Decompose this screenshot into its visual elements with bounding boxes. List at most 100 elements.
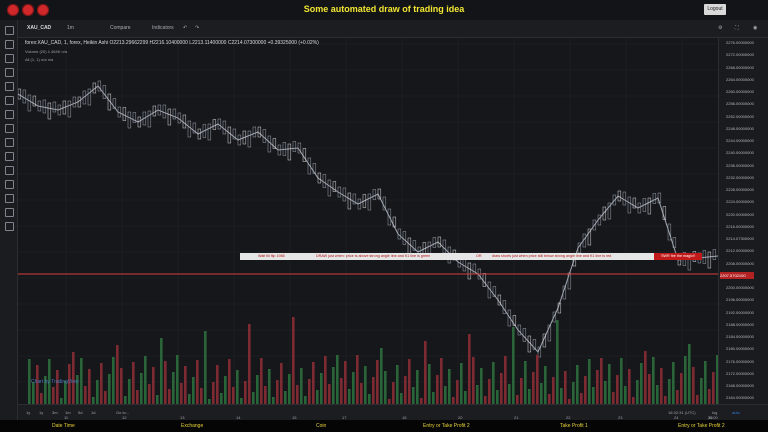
volume-bar <box>172 372 175 405</box>
main-legend: forex:XAU_CAD, 1, forex, Heikin Ashi O22… <box>25 40 319 46</box>
volume-bar <box>108 374 111 405</box>
candle <box>672 237 677 248</box>
volume-bar <box>516 395 519 405</box>
ruler-icon[interactable] <box>5 152 14 161</box>
time-tick-label: 15 <box>292 415 297 420</box>
magnet-icon[interactable] <box>5 180 14 189</box>
price-tick-label: 2196.00000000 <box>726 297 754 303</box>
volume-bar <box>236 370 239 405</box>
candle <box>612 194 617 206</box>
candle <box>382 196 387 211</box>
price-axis[interactable]: 2276.00000000 2272.00000000 2268.00000000 2… <box>718 38 768 405</box>
logout-button[interactable]: Logout <box>704 4 726 15</box>
crosshair-icon[interactable] <box>5 26 14 35</box>
candle <box>142 111 147 126</box>
symbol-label[interactable]: XAU_CAD <box>27 25 52 31</box>
candle <box>407 237 412 255</box>
volume-bar <box>276 380 279 405</box>
zoom-icon[interactable] <box>5 166 14 175</box>
arrow-icon[interactable] <box>5 138 14 147</box>
current-price-tag: 2207.5702100 <box>720 272 754 279</box>
price-tick-label: 2232.00000000 <box>726 174 754 180</box>
volume-bar <box>380 348 383 405</box>
eye-icon[interactable] <box>5 208 14 217</box>
candle <box>92 82 97 94</box>
legend-open: O2213.29662299 <box>109 40 149 46</box>
volume-bar <box>460 363 463 405</box>
compare-button[interactable]: Compare <box>110 25 131 31</box>
log-toggle[interactable]: log <box>712 410 718 415</box>
time-tick-label: 24 <box>674 415 679 420</box>
trendline-icon[interactable] <box>5 40 14 49</box>
candle <box>432 237 437 248</box>
candle <box>197 128 202 140</box>
indicators-button[interactable]: Indicators <box>152 25 174 31</box>
range-button[interactable]: 1y <box>39 410 44 415</box>
range-button[interactable]: 1m <box>65 410 71 415</box>
volume-bar <box>92 397 95 405</box>
candle <box>667 223 672 241</box>
candle <box>152 105 157 117</box>
text-icon[interactable] <box>5 82 14 91</box>
volume-bar <box>356 355 359 405</box>
price-tick-label: 2200.00000000 <box>726 285 754 290</box>
footer-entry-tp2-b: Entry or Take Profit 2 <box>678 423 725 429</box>
volume-bar <box>60 398 63 405</box>
auto-toggle[interactable]: auto <box>732 410 740 415</box>
heart-icon[interactable] <box>5 124 14 133</box>
redo-icon[interactable]: ↷ <box>195 25 200 31</box>
chart-area[interactable]: forex:XAU_CAD, 1, forex, Heikin Ashi O22… <box>17 38 739 405</box>
candle <box>562 285 567 300</box>
volume-bar <box>292 317 295 405</box>
volume-bar <box>684 356 687 405</box>
volume-bar <box>536 355 539 405</box>
pattern-icon[interactable] <box>5 96 14 105</box>
volume-bar <box>360 383 363 405</box>
volume-bar <box>296 385 299 405</box>
goto-button[interactable]: Go to... <box>116 410 130 415</box>
volume-bar <box>456 380 459 405</box>
tradingview-watermark: Chart by TradingView <box>31 379 79 385</box>
undo-icon[interactable]: ↶ <box>183 25 188 31</box>
drawing-toolbar <box>0 20 18 420</box>
volume-bar <box>548 394 551 405</box>
price-tick-label: 2248.00000000 <box>726 125 754 131</box>
volume-bar <box>264 386 267 405</box>
camera-icon[interactable]: ◉ <box>753 25 758 31</box>
range-button[interactable]: 1y <box>26 410 31 415</box>
prediction-icon[interactable] <box>5 110 14 119</box>
interval-button[interactable]: 1m <box>67 25 74 31</box>
candle <box>707 251 712 269</box>
candle <box>527 335 532 353</box>
price-tick-label: 2214.07300000 <box>726 236 754 241</box>
candle <box>162 104 167 119</box>
volume-bar <box>328 384 331 405</box>
volume-bar <box>152 367 155 405</box>
red-logo-icon <box>37 4 49 16</box>
trash-icon[interactable] <box>5 222 14 231</box>
range-button[interactable]: 3m <box>52 410 58 415</box>
volume-bar <box>464 391 467 405</box>
price-tick-label: 2164.00000000 <box>726 395 754 401</box>
price-tick-label: 2240.00000000 <box>726 150 754 156</box>
candle <box>62 100 67 115</box>
volume-bar <box>112 357 115 405</box>
lock-icon[interactable] <box>5 194 14 203</box>
range-button[interactable]: 5d <box>78 410 83 415</box>
volume-bar <box>396 365 399 405</box>
time-tick-label: 18 <box>402 415 407 420</box>
price-tick-label: 2268.00000000 <box>726 64 754 70</box>
brush-icon[interactable] <box>5 68 14 77</box>
candle <box>652 193 657 204</box>
settings-icon[interactable]: ⚙ <box>718 25 723 31</box>
pitchfork-icon[interactable] <box>5 54 14 63</box>
candle <box>372 189 377 200</box>
candle <box>342 187 347 202</box>
wait-instruction: Wait till flip 1985 <box>258 254 285 258</box>
fullscreen-icon[interactable]: ⛶ <box>735 25 739 31</box>
chart-toolbar: XAU_CAD 1m Compare Indicators ↶ ↷ ⚙ ⛶ ◉ <box>18 20 768 38</box>
volume-bar <box>680 373 683 405</box>
short-instruction: draw shorts just when price still below … <box>492 254 612 258</box>
volume-bar <box>484 396 487 405</box>
range-button[interactable]: 1d <box>91 410 96 415</box>
